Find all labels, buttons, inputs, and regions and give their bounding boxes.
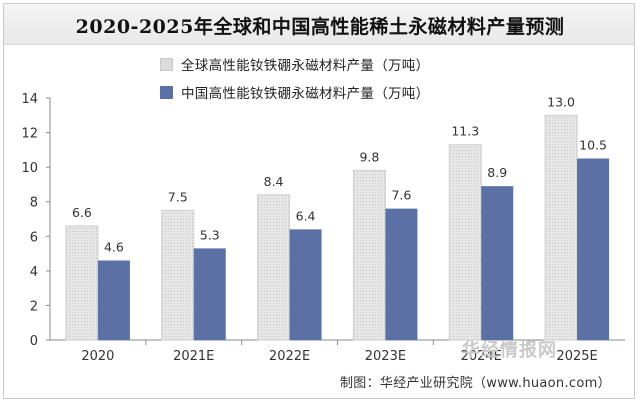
chart-title: 2020-2025年全球和中国高性能稀土永磁材料产量预测: [75, 16, 565, 38]
y-tick-label: 14: [21, 92, 38, 107]
legend-swatch-global: [160, 57, 173, 71]
y-tick-label: 4: [30, 265, 38, 280]
x-tick-label: 2025E: [556, 349, 597, 364]
data-label-global: 13.0: [547, 94, 575, 109]
bar-global: [544, 114, 578, 341]
data-label-global: 11.3: [451, 124, 479, 139]
data-label-china: 7.6: [391, 188, 411, 203]
data-label-global: 9.8: [359, 150, 379, 165]
bar-global: [65, 225, 99, 341]
legend-item-china: 中国高性能钕铁硼永磁材料产量（万吨）: [160, 82, 429, 102]
x-tick-label: 2024E: [461, 349, 502, 364]
data-label-global: 6.6: [72, 205, 92, 220]
data-label-china: 4.6: [104, 239, 124, 254]
y-tick-label: 0: [30, 334, 38, 349]
watermark: 华经情报网: [462, 340, 557, 361]
y-tick-label: 10: [21, 161, 38, 176]
bar-china: [193, 248, 226, 340]
data-label-china: 5.3: [200, 227, 220, 242]
bar-china: [289, 229, 322, 340]
data-label-china: 8.9: [487, 165, 507, 180]
x-tick-label: 2022E: [269, 349, 310, 364]
legend-label-global: 全球高性能钕铁硼永磁材料产量（万吨）: [181, 58, 430, 74]
y-tick-label: 12: [21, 127, 38, 142]
title-bar: [4, 4, 634, 45]
bar-global: [257, 194, 291, 341]
y-tick-label: 2: [30, 299, 38, 314]
bar-global: [161, 209, 195, 341]
data-label-china: 6.4: [296, 208, 316, 223]
bar-china: [577, 158, 610, 340]
bar-china: [385, 208, 418, 340]
legend-swatch-china: [160, 85, 173, 99]
x-tick-label: 2020: [81, 349, 114, 364]
bar-global: [448, 144, 482, 341]
legend-item-global: 全球高性能钕铁硼永磁材料产量（万吨）: [160, 54, 429, 74]
y-tick-label: 8: [30, 196, 38, 211]
bar-global: [352, 170, 386, 341]
bar-china: [97, 260, 130, 340]
source-note: 制图：华经产业研究院（www.huaon.com）: [340, 376, 611, 391]
x-tick-label: 2023E: [365, 349, 406, 364]
legend-label-china: 中国高性能钕铁硼永磁材料产量（万吨）: [181, 86, 430, 102]
x-tick-label: 2021E: [173, 349, 214, 364]
y-tick-label: 6: [30, 230, 38, 245]
bar-china: [481, 186, 514, 340]
data-label-global: 7.5: [168, 189, 188, 204]
data-label-global: 8.4: [264, 174, 284, 189]
legend: 全球高性能钕铁硼永磁材料产量（万吨） 中国高性能钕铁硼永磁材料产量（万吨）: [160, 54, 429, 110]
data-label-china: 10.5: [579, 138, 607, 153]
